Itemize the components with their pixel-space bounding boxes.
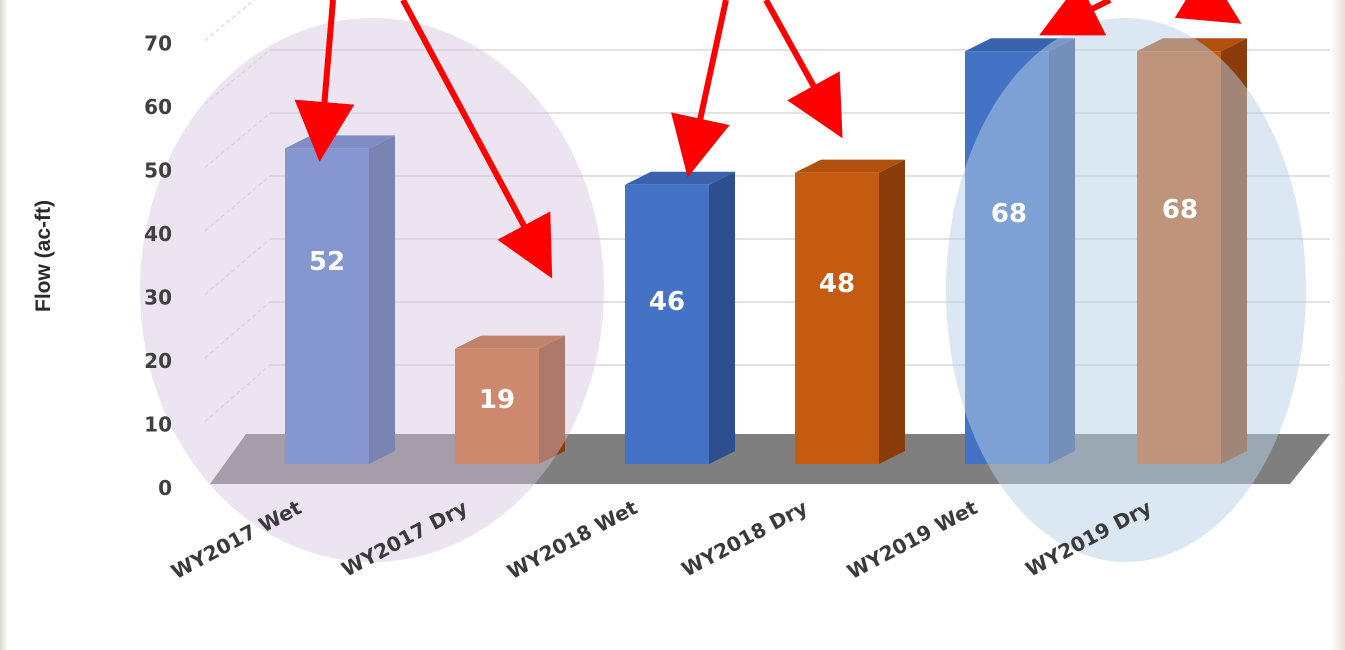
y-tick-label: 40	[144, 222, 172, 246]
gridline-perspective	[204, 112, 271, 169]
data-label: 68	[1162, 195, 1198, 225]
bar-side	[879, 159, 905, 464]
bar	[625, 171, 735, 464]
x-tick-label: WY2018 Dry	[678, 495, 812, 581]
gridline-perspective	[204, 0, 256, 42]
bar	[455, 335, 565, 464]
annotation-arrow	[294, 0, 355, 162]
gridline-perspective	[204, 49, 271, 105]
annotation-arrow	[400, 0, 553, 279]
data-label: 48	[819, 269, 855, 299]
y-tick-label: 50	[144, 159, 172, 183]
highlight-ellipse-2019	[946, 18, 1306, 562]
data-label: 19	[479, 385, 515, 415]
annotation-arrows	[294, 0, 1242, 279]
gridline-perspective	[204, 238, 271, 296]
bar-top	[455, 335, 565, 349]
y-tick-label: 0	[158, 476, 172, 500]
annotation-arrow	[671, 0, 730, 178]
x-tick-label: WY2018 Wet	[503, 495, 641, 584]
gridline-perspective	[204, 364, 271, 423]
bar-front	[795, 172, 879, 464]
y-axis-label: Flow (ac-ft)	[32, 200, 55, 312]
annotation-arrow	[1039, 0, 1112, 36]
bar	[795, 159, 905, 464]
gridline-perspective	[204, 175, 271, 232]
bar-side	[539, 335, 565, 464]
annotation-arrow	[1174, 0, 1242, 24]
bar-front	[625, 184, 709, 464]
bar-top	[795, 159, 905, 173]
bar-front	[285, 148, 369, 465]
y-tick-label: 20	[144, 349, 172, 373]
data-labels: 52 19 46 48 68 68	[309, 195, 1198, 415]
annotation-arrow	[763, 0, 843, 139]
highlight-ellipse-2017	[140, 18, 604, 562]
bar-side	[709, 171, 735, 464]
bar-front	[455, 348, 539, 464]
y-tick-label: 30	[144, 286, 172, 310]
data-label: 52	[309, 247, 345, 277]
bar-side	[369, 135, 395, 465]
y-tick-label: 60	[144, 95, 172, 119]
data-label: 68	[991, 199, 1027, 229]
gridline-perspective	[204, 301, 271, 359]
y-tick-label: 10	[144, 413, 172, 437]
data-label: 46	[649, 287, 685, 317]
x-tick-label: WY2019 Wet	[843, 495, 981, 584]
y-tick-label: 70	[144, 32, 172, 56]
